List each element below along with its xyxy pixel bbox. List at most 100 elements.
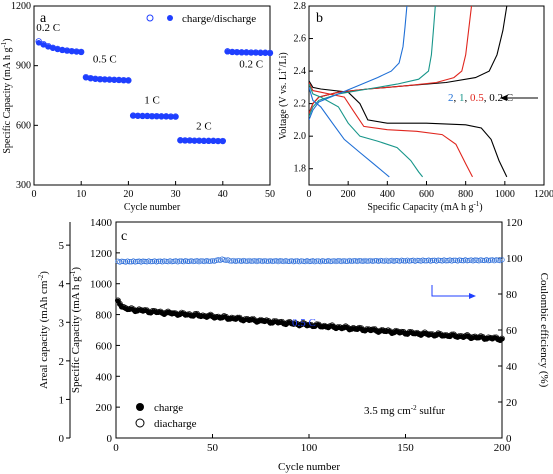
coulombic-efficiency-point [487,257,494,263]
y-tick-label: 2.0 [294,131,307,142]
panel-b-label: b [316,11,323,26]
discharge-point [186,137,193,144]
coulombic-efficiency-point [329,258,335,264]
areal-tick-label: 1 [59,394,65,406]
coulombic-efficiency-point [298,258,304,264]
x-tick-label: 50 [265,189,275,200]
y-tick-label: 200 [96,402,113,414]
2C-discharge-curve [309,87,390,178]
discharge-point [49,44,57,51]
x-tick-label: 1200 [534,189,553,200]
coulombic-efficiency-point [292,258,299,264]
coulombic-efficiency-point [314,258,320,264]
coulombic-efficiency-point [248,258,254,264]
panel-c-loading-label: 3.5 mg cm-2 sulfur [364,404,445,417]
discharge-point [44,42,52,50]
charge-point [102,76,108,83]
coulombic-efficiency-point [356,257,362,264]
1C-charge-curve [309,6,436,117]
discharge-point [200,137,208,145]
coulombic-efficiency-point [335,258,341,264]
coulombic-efficiency-point [343,258,349,264]
panel-c-y-axis-label-areal: Areal capacity (mAh cm-2) [37,271,50,389]
x-tick-label: 20 [123,189,133,200]
coulombic-efficiency-point [192,258,198,264]
coulombic-efficiency-point [277,258,283,264]
y-tick-label: 300 [16,180,31,191]
discharge-point [68,47,75,55]
discharge-point [266,49,274,57]
discharge-point [115,76,123,84]
charge-point [87,75,94,82]
coulombic-efficiency-point [242,258,248,264]
coulombic-efficiency-point [480,257,486,264]
coulombic-efficiency-point [132,259,138,265]
discharge-point [191,137,198,144]
charge-point [116,77,122,83]
x-tick-label: 200 [341,189,356,200]
rate-label: 0.2 C [36,22,60,34]
coulombic-efficiency-point [300,258,306,264]
coulombic-efficiency-point [348,258,355,265]
charge-point [186,137,193,144]
coulombic-efficiency-point [271,258,277,264]
charge-point [210,138,217,144]
coulombic-efficiency-point [416,257,422,264]
y-tick-label: 600 [16,120,31,131]
panel-c-data-points [114,256,505,344]
right-tick-label: 60 [506,325,518,337]
x-tick-label: 0 [307,189,312,200]
coulombic-efficiency-point [464,258,470,264]
rate-legend-part: , [465,92,471,104]
coulombic-efficiency-point [364,258,370,264]
panel-c-axis-ticks: 0 50 100 150 2000200400600800100012001400012… [59,217,524,454]
charge-point [115,298,121,304]
discharge-point [162,113,170,120]
coulombic-efficiency-point [414,257,420,264]
charge-point [158,113,165,120]
coulombic-efficiency-point [385,258,391,264]
charge-point [120,77,127,84]
panel-b-y-axis-label: Voltage (V vs. Li+/Li) [276,52,289,139]
panel-a-axis-ticks: 0 10 20 30 40 50 300 600 900 1200 [11,1,275,200]
charge-point [205,138,212,144]
charge-point [78,49,84,55]
coulombic-efficiency-point [285,258,291,265]
charge-point [499,336,505,342]
right-tick-label: 20 [506,397,518,409]
charge-point [50,45,56,51]
panel-c-ce-arrow [431,285,476,299]
coulombic-efficiency-point [358,258,364,264]
coulombic-efficiency-point [234,258,241,264]
charge-point [139,113,146,119]
charge-point [243,49,250,56]
charge-point [106,76,113,83]
charge-point [125,77,132,84]
rate-legend-part: 0.5 [470,92,484,104]
charge-point [68,48,75,55]
x-tick-label: 30 [171,189,181,200]
areal-tick-label: 4 [59,279,65,291]
legend-charge-marker [136,403,144,411]
discharge-point [77,48,85,56]
rate-label: 0.5 C [93,54,117,66]
x-tick-label: 10 [76,189,86,200]
coulombic-efficiency-point [169,258,175,265]
charge-point [220,138,226,145]
legend-discharge-label: diacharge [154,418,197,430]
discharge-point [195,137,203,144]
coulombic-efficiency-point [161,258,167,264]
rate-label: 0.2 C [239,59,263,71]
discharge-point [134,112,142,119]
coulombic-efficiency-point [379,258,385,264]
discharge-point [233,48,241,56]
coulombic-efficiency-point [387,258,393,264]
x-tick-label: 40 [218,189,228,200]
coulombic-efficiency-point [437,257,443,264]
y-tick-label: 1.8 [294,164,307,175]
panel-a-y-axis-label: Specific Capacity (mA h g-1) [0,38,13,153]
x-tick-label: 0 [113,442,119,454]
discharge-point [87,74,94,82]
areal-tick-label: 3 [59,317,65,329]
